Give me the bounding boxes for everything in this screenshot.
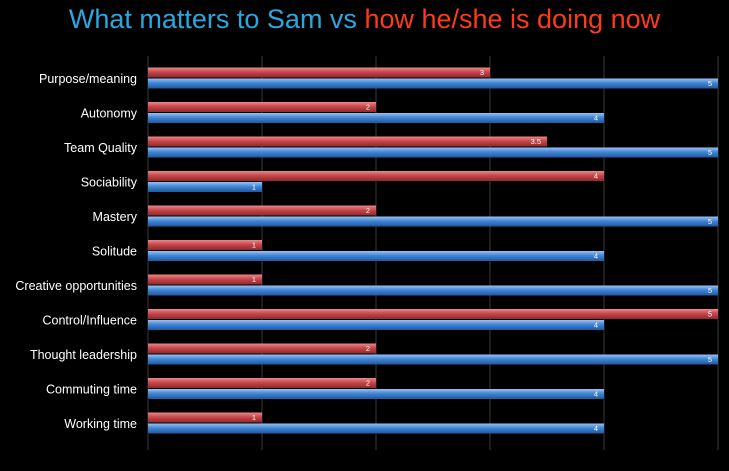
bar-matters <box>148 216 718 227</box>
chart-title-part-now: how he/she is doing now <box>364 4 661 34</box>
data-label-matters: 4 <box>594 251 598 260</box>
category-label: Mastery <box>93 210 138 224</box>
bar-now <box>148 343 376 354</box>
category-label: Thought leadership <box>30 348 137 362</box>
bar-matters <box>148 354 718 365</box>
data-label-now: 5 <box>708 309 712 318</box>
data-label-matters: 5 <box>708 286 712 295</box>
data-label-now: 2 <box>366 206 370 215</box>
bar-matters <box>148 182 262 192</box>
data-label-now: 4 <box>594 171 598 180</box>
bar-matters <box>148 389 604 399</box>
bar-matters <box>148 113 604 123</box>
bar-now <box>148 412 262 423</box>
category-label: Team Quality <box>64 141 138 155</box>
data-label-matters: 4 <box>594 320 598 329</box>
bar-matters <box>148 320 604 330</box>
bar-matters <box>148 285 718 296</box>
data-label-now: 2 <box>366 378 370 387</box>
bar-now <box>148 205 376 216</box>
category-label: Autonomy <box>81 106 138 120</box>
bar-matters <box>148 147 718 158</box>
category-label: Control/Influence <box>42 313 137 327</box>
data-label-matters: 1 <box>252 182 256 191</box>
bar-now <box>148 171 604 181</box>
chart-title: What matters to Sam vs how he/she is doi… <box>0 4 729 35</box>
bar-now <box>148 136 547 147</box>
bar-now <box>148 274 262 285</box>
data-label-now: 3 <box>480 68 484 77</box>
data-label-matters: 4 <box>594 389 598 398</box>
category-label: Solitude <box>92 244 137 258</box>
bar-now <box>148 378 376 388</box>
bar-matters <box>148 423 604 434</box>
data-label-now: 3.5 <box>531 137 541 146</box>
bar-matters <box>148 78 718 89</box>
bars: 3 5 2 4 3.5 5 4 1 2 5 1 4 1 5 5 4 2 5 2 4 1 4 <box>148 67 718 434</box>
data-label-now: 1 <box>252 240 256 249</box>
category-label: Sociability <box>81 175 138 189</box>
data-label-matters: 5 <box>708 148 712 157</box>
data-label-matters: 5 <box>708 355 712 364</box>
category-label: Creative opportunities <box>15 279 137 293</box>
data-label-matters: 4 <box>594 113 598 122</box>
data-label-now: 1 <box>252 275 256 284</box>
category-label: Commuting time <box>46 382 137 396</box>
data-label-now: 1 <box>252 413 256 422</box>
data-label-matters: 4 <box>594 424 598 433</box>
bar-matters <box>148 251 604 261</box>
data-label-now: 2 <box>366 344 370 353</box>
bar-now <box>148 102 376 112</box>
bar-now <box>148 309 718 319</box>
category-label: Purpose/meaning <box>39 72 137 86</box>
bar-now <box>148 67 490 78</box>
data-label-now: 2 <box>366 102 370 111</box>
category-label: Working time <box>64 417 137 431</box>
bar-now <box>148 240 262 250</box>
data-label-matters: 5 <box>708 79 712 88</box>
category-labels: Purpose/meaning Autonomy Team Quality Socia… <box>15 72 137 431</box>
chart-title-part-matters: What matters to Sam vs <box>68 4 365 34</box>
data-label-matters: 5 <box>708 217 712 226</box>
